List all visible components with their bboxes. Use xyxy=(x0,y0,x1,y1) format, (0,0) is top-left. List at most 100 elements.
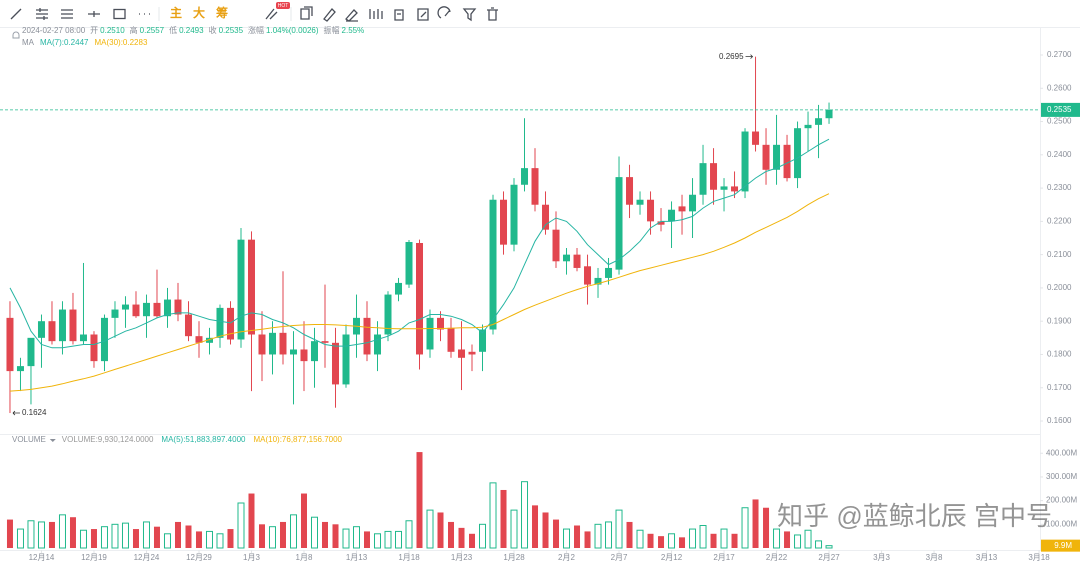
volume-bar xyxy=(79,529,87,549)
tool-measure[interactable] xyxy=(265,8,278,20)
volume-bar xyxy=(626,521,633,548)
candle-body xyxy=(794,128,802,179)
tool-channel[interactable] xyxy=(36,8,48,20)
volume-bar xyxy=(584,531,591,548)
tool-hline[interactable] xyxy=(88,11,100,17)
volume-bar xyxy=(647,533,654,548)
candle-body xyxy=(310,341,318,362)
header-field-label: 低 xyxy=(169,25,177,35)
volume-bar xyxy=(658,536,665,548)
header-field-label: 高 xyxy=(130,25,138,35)
candle-body xyxy=(174,299,182,315)
candle-body xyxy=(468,351,476,355)
x-tick-label: 12月24 xyxy=(134,553,160,562)
toolbar-button[interactable]: 筹 xyxy=(216,5,228,20)
tool-line[interactable] xyxy=(10,8,22,20)
x-tick-label: 2月17 xyxy=(713,553,735,562)
tool-pen[interactable] xyxy=(323,8,336,22)
volume-bar xyxy=(731,533,738,548)
y-tick-label: 0.2000 xyxy=(1047,283,1072,292)
volume-bar xyxy=(521,481,529,549)
candle-body xyxy=(510,184,518,245)
candle-body xyxy=(741,131,749,192)
volume-bar xyxy=(804,529,812,549)
volume-bar xyxy=(426,509,434,549)
candle-body xyxy=(710,163,718,190)
y-tick-label: 0.2600 xyxy=(1047,83,1072,92)
y-tick-label: 0.1700 xyxy=(1047,383,1072,392)
candle-body xyxy=(321,341,329,343)
tool-parallel[interactable] xyxy=(61,9,73,19)
volume-bar xyxy=(574,525,581,548)
x-tick-label: 12月14 xyxy=(29,553,55,562)
candle-body xyxy=(573,254,581,268)
x-tick-label: 3月18 xyxy=(1028,553,1050,562)
volume-bar xyxy=(310,516,318,549)
volume-bars xyxy=(6,452,833,549)
x-tick-label: 12月19 xyxy=(81,553,107,562)
volume-bar xyxy=(111,523,119,549)
volume-bar xyxy=(553,519,560,548)
volume-bar xyxy=(605,521,613,549)
toolbar xyxy=(0,0,1080,28)
tool-note[interactable] xyxy=(394,9,404,21)
candle-body xyxy=(458,349,466,358)
y-tick-label: 0.2700 xyxy=(1047,50,1072,59)
header-time: 2024-02-27 08:00 xyxy=(22,26,86,35)
candle-body xyxy=(479,329,487,352)
volume-dropdown[interactable] xyxy=(49,439,56,442)
candle-body xyxy=(416,242,424,355)
candle-body xyxy=(142,302,150,317)
tool-filter[interactable] xyxy=(462,8,477,22)
tool-delete[interactable] xyxy=(487,7,498,21)
x-tick-label: 3月8 xyxy=(926,553,943,562)
toolbar-button[interactable]: 大 xyxy=(193,5,205,20)
candle-body xyxy=(48,321,56,342)
volume-bar xyxy=(279,521,286,548)
x-tick-label: 3月13 xyxy=(976,553,998,562)
ma-toggle-icon[interactable] xyxy=(12,31,20,39)
volume-bar xyxy=(510,509,518,549)
volume-bar xyxy=(437,512,444,548)
tool-copy[interactable] xyxy=(300,6,313,20)
ma-legend: MA(7):0.2447 xyxy=(40,38,89,47)
candle-body xyxy=(132,304,140,317)
header-field-value: 1.04%(0.0026) xyxy=(266,26,319,35)
volume-y-tick-label: 300.00M xyxy=(1046,472,1077,481)
volume-last-label: 9.9M xyxy=(1054,541,1072,550)
x-tick-label: 2月7 xyxy=(611,553,628,562)
candle-body xyxy=(237,239,245,340)
volume-bar xyxy=(185,525,192,548)
tool-magnet[interactable] xyxy=(437,6,451,19)
tool-bars[interactable] xyxy=(369,9,383,19)
ma-label: MA xyxy=(22,38,35,47)
volume-bar xyxy=(448,521,455,548)
volume-bar xyxy=(741,507,749,549)
candle-body xyxy=(647,199,655,222)
tool-edit[interactable] xyxy=(417,8,429,21)
candle-body xyxy=(153,302,161,317)
header-field-value: 2.55% xyxy=(342,26,365,35)
watermark: 知乎 @蓝鲸北辰 宫中号 xyxy=(777,501,1052,531)
header-field-value: 0.2510 xyxy=(100,26,125,35)
candle-body xyxy=(531,168,539,205)
volume-bar xyxy=(668,533,676,549)
x-tick-label: 1月18 xyxy=(398,553,420,562)
volume-bar xyxy=(153,526,160,548)
volume-bar xyxy=(58,514,66,549)
y-tick-label: 0.2500 xyxy=(1047,117,1072,126)
volume-bar xyxy=(205,530,213,549)
tool-rect[interactable] xyxy=(113,8,126,20)
header-field-label: 振幅 xyxy=(324,25,340,35)
candle-body xyxy=(16,366,24,372)
candle-body xyxy=(825,109,833,119)
toolbar-button[interactable]: 主 xyxy=(170,5,182,20)
candle-body xyxy=(615,177,623,270)
tool-brush[interactable] xyxy=(345,9,358,22)
volume-bar xyxy=(458,527,465,548)
header-field-value: 0.2493 xyxy=(179,26,204,35)
x-tick-label: 2月2 xyxy=(558,553,575,562)
ma-line xyxy=(9,193,830,392)
last-price-label: 0.2535 xyxy=(1047,105,1072,114)
